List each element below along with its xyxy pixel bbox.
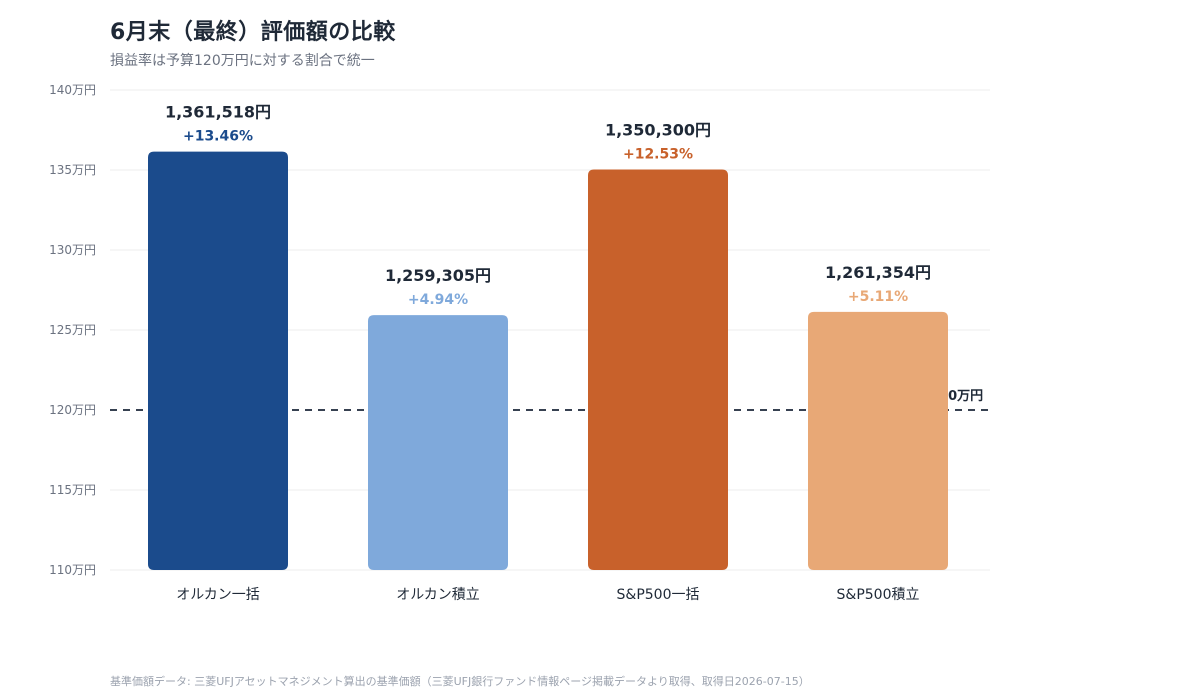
x-axis-categories: オルカン一括 オルカン積立 S&P500一括 S&P500積立	[176, 587, 919, 603]
bar	[588, 169, 728, 570]
x-category-label: S&P500積立	[837, 587, 920, 603]
y-tick-label: 110万円	[49, 563, 96, 577]
y-axis-ticks: 110万円 115万円 120万円 125万円 130万円 135万円 140万円	[49, 83, 96, 577]
y-tick-label: 140万円	[49, 83, 96, 97]
y-tick-label: 125万円	[49, 323, 96, 337]
y-tick-label: 115万円	[49, 483, 96, 497]
bar-value-label: 1,361,518円	[165, 103, 271, 122]
y-tick-label: 135万円	[49, 163, 96, 177]
bar-value-label: 1,259,305円	[385, 266, 491, 285]
y-tick-label: 120万円	[49, 403, 96, 417]
data-labels: 1,361,518円 +13.46% 1,259,305円 +4.94% 1,350,3…	[165, 103, 931, 309]
chart-title: 6月末（最終）評価額の比較	[110, 20, 396, 45]
data-source-note: 基準価額データ: 三菱UFJアセットマネジメント算出の基準価額（三菱UFJ銀行フ…	[110, 675, 810, 688]
bar-percent-label: +12.53%	[623, 147, 693, 163]
bar	[368, 315, 508, 570]
bar	[148, 151, 288, 570]
bar	[808, 311, 948, 570]
x-category-label: オルカン一括	[176, 587, 260, 603]
x-category-label: S&P500一括	[617, 587, 700, 603]
bar-value-label: 1,261,354円	[825, 263, 931, 282]
bar-percent-label: +5.11%	[848, 289, 908, 305]
chart-subtitle: 損益率は予算120万円に対する割合で統一	[110, 53, 375, 69]
bar-percent-label: +13.46%	[183, 129, 253, 145]
y-tick-label: 130万円	[49, 243, 96, 257]
bar-value-label: 1,350,300円	[605, 121, 711, 140]
bars	[148, 151, 948, 570]
x-category-label: オルカン積立	[396, 587, 480, 603]
bar-percent-label: +4.94%	[408, 292, 468, 308]
